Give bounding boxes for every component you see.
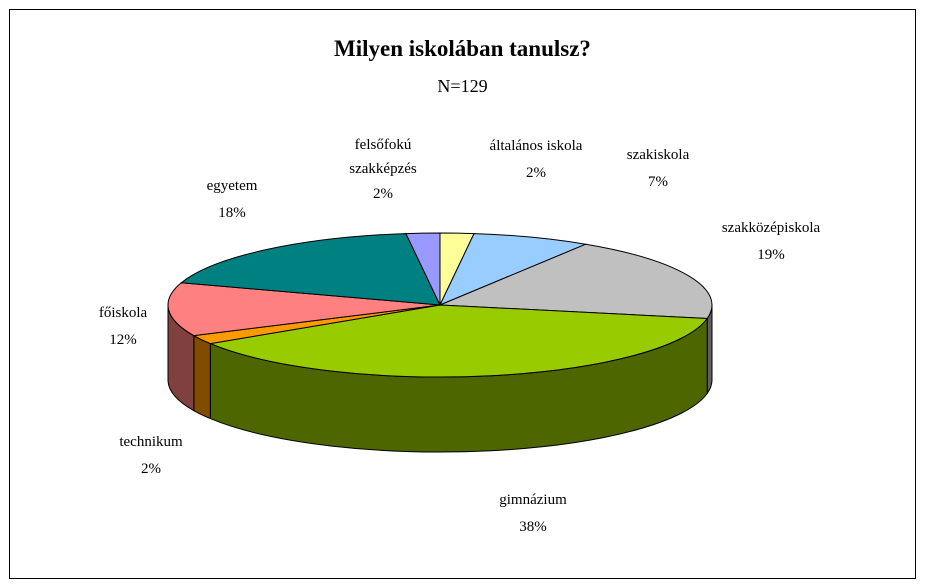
slice	[180, 233, 441, 306]
category-label: szakközépiskola	[721, 220, 821, 236]
slice-label: szakközépiskola 19%	[722, 215, 820, 269]
slice-label: általános iskola 2%	[490, 133, 583, 187]
category-label: egyetem	[206, 178, 258, 194]
slice-label: szakiskola 7%	[627, 142, 689, 196]
value-label: 2%	[373, 186, 393, 202]
slice-label: gimnázium 38%	[499, 487, 567, 541]
category-label: főiskola	[98, 305, 148, 321]
slice-label: főiskola 12%	[99, 300, 147, 354]
slice	[438, 233, 588, 306]
value-label: 7%	[647, 174, 668, 190]
chart-title: Milyen iskolában tanulsz?	[334, 36, 591, 61]
category-label: gimnázium	[499, 492, 567, 508]
slice-label: egyetem 18%	[207, 173, 258, 227]
category-label: általános iskola	[489, 138, 583, 154]
slice	[439, 243, 713, 320]
value-label: 2%	[526, 165, 546, 181]
chart-frame	[9, 9, 916, 579]
slice-label: technikum 2%	[119, 429, 182, 483]
value-label: 19%	[757, 247, 785, 263]
category-label: szakiskola	[626, 147, 690, 163]
slice	[405, 232, 441, 306]
slice-side	[193, 334, 211, 420]
slice-label: felsőfokú szakképzés 2%	[333, 133, 433, 208]
value-label: 18%	[218, 205, 246, 221]
chart-subtitle: N=129	[437, 76, 488, 96]
category-label: felsőfokú szakképzés	[349, 137, 417, 177]
slice	[167, 282, 441, 337]
value-label: 2%	[140, 461, 161, 477]
category-label: technikum	[119, 434, 183, 450]
value-label: 38%	[519, 519, 547, 535]
value-label: 12%	[109, 332, 137, 348]
